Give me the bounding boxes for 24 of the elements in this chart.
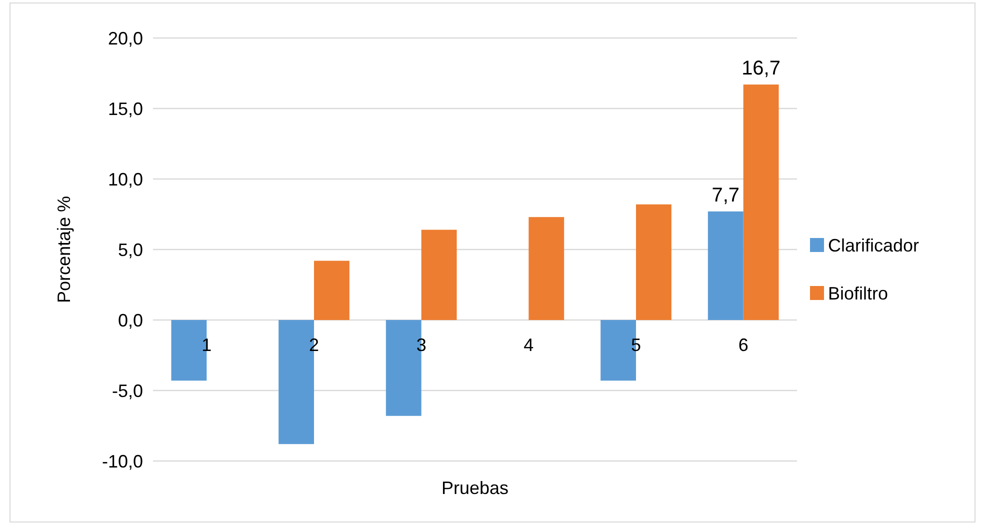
- x-tick-label: 6: [738, 335, 748, 355]
- y-tick-label: 20,0: [108, 28, 143, 48]
- x-tick-label: 5: [630, 335, 642, 355]
- x-tick-label: 2: [308, 335, 320, 355]
- y-tick-label: 0,0: [118, 310, 143, 330]
- bar: [743, 84, 779, 320]
- y-tick-label: 10,0: [108, 169, 143, 190]
- data-label: 7,7: [712, 184, 740, 206]
- x-tick-label: 3: [416, 335, 426, 355]
- y-tick-label: 15,0: [108, 98, 143, 119]
- bar: [708, 211, 744, 320]
- y-axis-title: Porcentaje %: [54, 196, 74, 304]
- y-tick-label: -5,0: [112, 380, 143, 401]
- bar: [314, 260, 350, 320]
- x-tick-label: 4: [524, 335, 534, 355]
- bar: [421, 230, 457, 320]
- data-label: 16,7: [742, 58, 781, 80]
- bar: [636, 204, 672, 320]
- y-tick-label: 5,0: [118, 240, 143, 260]
- bar: [528, 217, 564, 320]
- legend-label: Biofiltro: [828, 283, 888, 304]
- y-tick-label: -10,0: [102, 451, 143, 472]
- legend-label: Clarificador: [828, 235, 920, 256]
- x-axis-title: Pruebas: [441, 478, 509, 498]
